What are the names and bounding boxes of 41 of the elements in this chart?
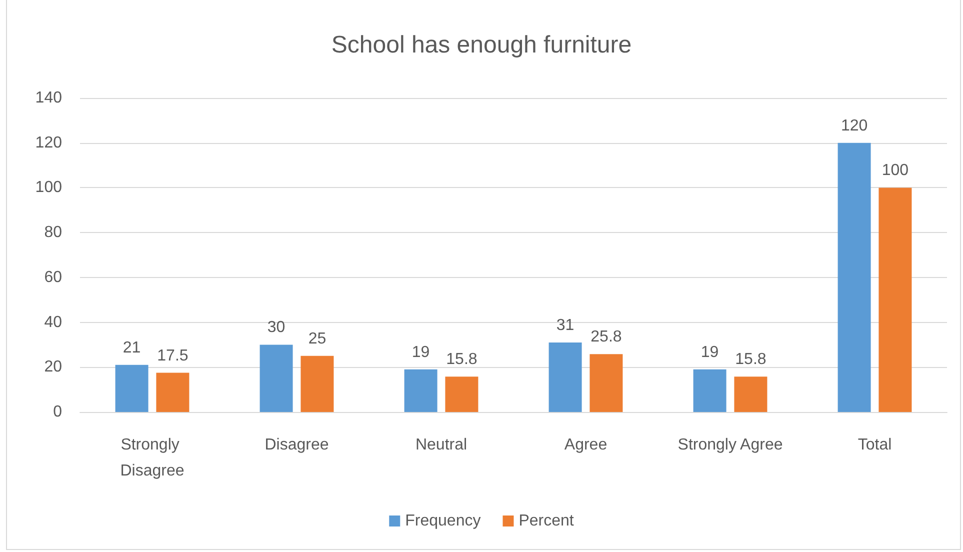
data-label: 21 [122, 339, 141, 356]
x-tick-label: Disagree [264, 436, 329, 454]
y-tick-label: 20 [44, 358, 62, 376]
bar [300, 356, 334, 412]
data-label: 120 [840, 117, 868, 134]
data-label: 17.5 [157, 347, 188, 364]
data-label: 100 [882, 162, 909, 180]
x-tick-label: Total [858, 436, 892, 454]
data-label: 15.8 [735, 351, 766, 368]
legend-label: Percent [518, 512, 574, 530]
y-tick-label: 80 [44, 224, 62, 242]
data-label: 25.8 [590, 328, 622, 346]
data-label: 15.8 [446, 351, 478, 368]
bar [693, 369, 726, 412]
bar [156, 372, 190, 412]
bar [260, 344, 293, 412]
bar [404, 369, 438, 412]
x-tick-label: Neutral [415, 436, 468, 454]
bar [548, 342, 582, 412]
x-tick-label: Strongly Disagree [120, 436, 184, 480]
bar [734, 376, 768, 412]
y-tick-label: 60 [44, 268, 62, 286]
bar [445, 376, 478, 412]
data-label: 19 [700, 344, 719, 361]
y-tick-label: 100 [35, 179, 62, 196]
data-label: 31 [556, 316, 574, 334]
bar [838, 142, 871, 412]
y-tick-label: 140 [35, 90, 62, 106]
legend-label: Frequency [405, 512, 481, 530]
x-tick-label: Strongly Agree [678, 436, 783, 454]
data-label: 30 [267, 319, 286, 336]
data-label: 19 [412, 344, 430, 361]
x-tick-label: Agree [564, 436, 608, 454]
y-tick-label: 40 [44, 314, 62, 331]
bar [115, 364, 148, 412]
bar [878, 188, 912, 412]
y-tick-label: 0 [53, 404, 62, 420]
bar [590, 354, 623, 412]
y-tick-label: 120 [35, 134, 62, 152]
chart-title: School has enough furniture [331, 32, 632, 58]
data-label: 25 [308, 330, 326, 348]
